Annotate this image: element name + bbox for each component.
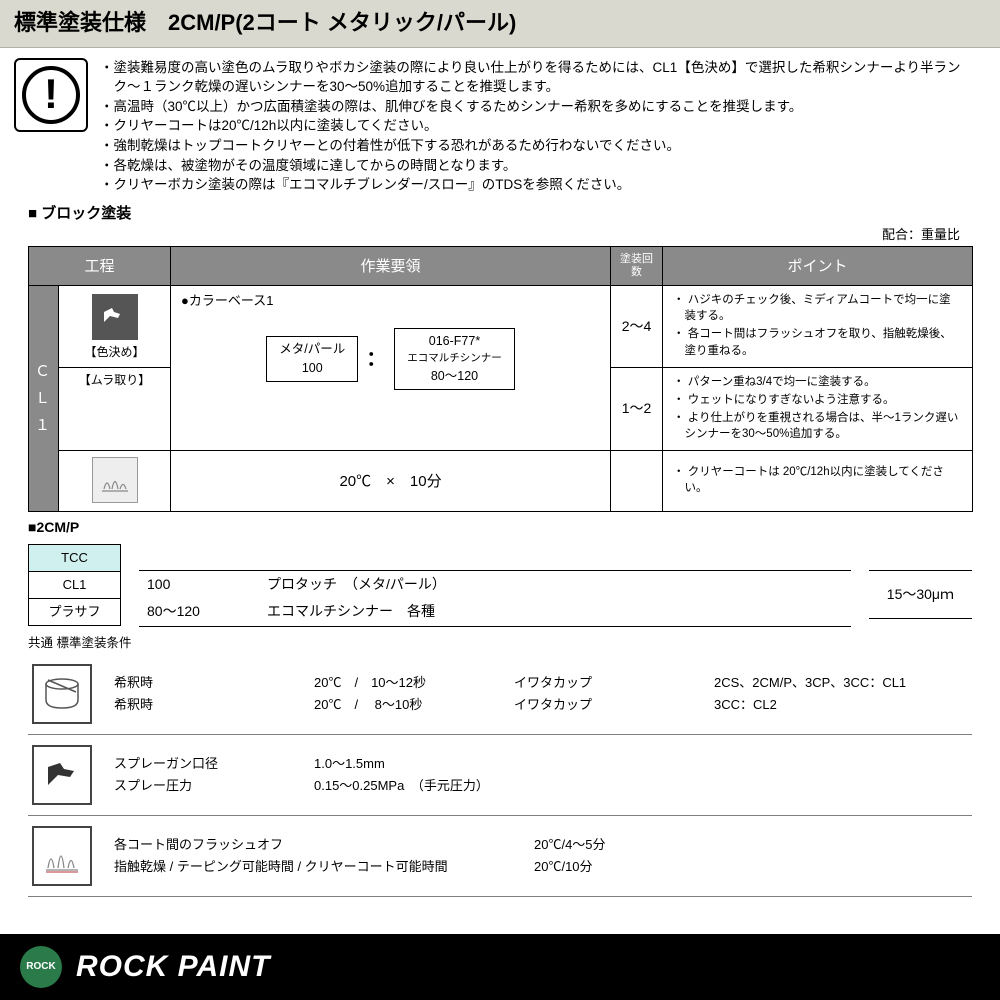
- film-thickness: 15〜30μｍ: [869, 570, 972, 620]
- conditions-heading: 共通 標準塗装条件: [0, 627, 1000, 655]
- condition-text: スプレーガン口径 1.0〜1.5mm スプレー圧力 0.15〜0.25MPa （…: [114, 753, 968, 797]
- point-item: ウェットになりすぎないよう注意する。: [673, 392, 962, 408]
- flash-off-icon: [32, 826, 92, 886]
- condition-viscosity: 希釈時 20℃ / 10〜12秒 イワタカップ 2CS、2CM/P、3CP、3C…: [28, 654, 972, 735]
- layer-description: 100 プロタッチ （メタ/パール） 80〜120 エコマルチシンナー 各種: [139, 570, 851, 627]
- layer-cl1: CL1: [29, 571, 121, 598]
- mix-label: エコマルチシンナー: [407, 351, 502, 367]
- cond-label: 各コート間のフラッシュオフ: [114, 834, 534, 856]
- page-title: 標準塗装仕様 2CM/P(2コート メタリック/パール): [14, 8, 986, 39]
- coat-count: 2〜4: [611, 286, 663, 367]
- th-point: ポイント: [663, 246, 973, 285]
- layer-tcc: TCC: [29, 544, 121, 571]
- notes-section: ! ・塗装難易度の高い塗色のムラ取りやボカシ塗装の際により良い仕上がりを得るため…: [0, 48, 1000, 201]
- title-bar: 標準塗装仕様 2CM/P(2コート メタリック/パール): [0, 0, 1000, 48]
- condition-text: 希釈時 20℃ / 10〜12秒 イワタカップ 2CS、2CM/P、3CP、3C…: [114, 672, 968, 716]
- condition-text: 各コート間のフラッシュオフ 20℃/4〜5分 指触乾燥 / テーピング可能時間 …: [114, 834, 968, 878]
- section-heading-2cmp: ■2CM/P: [0, 512, 1000, 538]
- cond-value: イワタカップ: [514, 694, 714, 716]
- notes-list: ・塗装難易度の高い塗色のムラ取りやボカシ塗装の際により良い仕上がりを得るためには…: [100, 58, 986, 195]
- condition-spray: スプレーガン口径 1.0〜1.5mm スプレー圧力 0.15〜0.25MPa （…: [28, 735, 972, 816]
- condition-flashoff: 各コート間のフラッシュオフ 20℃/4〜5分 指触乾燥 / テーピング可能時間 …: [28, 816, 972, 897]
- desc-product: エコマルチシンナー 各種: [267, 602, 843, 622]
- table-row: ＣＬ１ 【色決め】 ●カラーベース1 メタ/パール 100 ： 016-F77*…: [29, 286, 973, 367]
- work-title: ●カラーベース1: [181, 292, 600, 310]
- cond-label: スプレー圧力: [114, 775, 314, 797]
- section-heading-block: ■ ブロック塗装: [0, 201, 1000, 226]
- cond-value: 20℃ / 8〜10秒: [314, 694, 514, 716]
- th-count: 塗装回数: [611, 246, 663, 285]
- th-work: 作業要領: [171, 246, 611, 285]
- cond-label: 希釈時: [114, 672, 314, 694]
- layers-section: TCC CL1 プラサフ 100 プロタッチ （メタ/パール） 80〜120 エ…: [0, 538, 1000, 627]
- rock-logo-icon: ROCK: [20, 946, 62, 988]
- process-cell-mura: 【ムラ取り】: [59, 367, 171, 450]
- cl1-vertical-label: ＣＬ１: [29, 286, 59, 512]
- process-cell-drying: [59, 451, 171, 512]
- th-process: 工程: [29, 246, 171, 285]
- cond-label: 指触乾燥 / テーピング可能時間 / クリヤーコート可能時間: [114, 856, 534, 878]
- cond-value: 20℃ / 10〜12秒: [314, 672, 514, 694]
- point-item: ハジキのチェック後、ミディアムコートで均一に塗装する。: [673, 292, 962, 324]
- drying-icon: [92, 457, 138, 503]
- cond-value: 3CC：CL2: [714, 694, 968, 716]
- note-item: ・各乾燥は、被塗物がその温度領域に達してからの時間となります。: [100, 156, 986, 176]
- drying-condition: 20℃ × 10分: [171, 451, 611, 512]
- table-row: 20℃ × 10分 クリヤーコートは 20℃/12h以内に塗装してください。: [29, 451, 973, 512]
- note-item: ・クリヤーボカシ塗装の際は『エコマルチブレンダー/スロー』のTDSを参照ください…: [100, 175, 986, 195]
- mix-component-2: 016-F77* エコマルチシンナー 80〜120: [394, 328, 515, 389]
- desc-ratio: 100: [147, 575, 267, 595]
- point-cell: パターン重ね3/4で均一に塗装する。 ウェットになりすぎないよう注意する。 より…: [663, 367, 973, 450]
- footer: ROCK ROCK PAINT: [0, 934, 1000, 1000]
- process-label: 【色決め】: [63, 344, 166, 361]
- note-item: ・クリヤーコートは20℃/12h以内に塗装してください。: [100, 116, 986, 136]
- point-item: より仕上がりを重視される場合は、半〜1ランク遅いシンナーを30〜50%追加する。: [673, 410, 962, 442]
- cond-value: 20℃/10分: [534, 856, 593, 878]
- coating-layers-table: TCC CL1 プラサフ: [28, 544, 121, 627]
- cond-value: 1.0〜1.5mm: [314, 753, 385, 775]
- desc-ratio: 80〜120: [147, 602, 267, 622]
- point-item: クリヤーコートは 20℃/12h以内に塗装してください。: [673, 464, 962, 496]
- note-item: ・強制乾燥はトップコートクリヤーとの付着性が低下する恐れがあるため行わないでくだ…: [100, 136, 986, 156]
- point-item: パターン重ね3/4で均一に塗装する。: [673, 374, 962, 390]
- spray-gun-icon: [32, 745, 92, 805]
- process-table: 工程 作業要領 塗装回数 ポイント ＣＬ１ 【色決め】 ●カラーベース1 メタ/…: [28, 246, 973, 512]
- exclamation-icon: !: [22, 66, 80, 124]
- mix-code: 016-F77*: [407, 332, 502, 351]
- warning-icon: !: [14, 58, 88, 132]
- work-cell: ●カラーベース1 メタ/パール 100 ： 016-F77* エコマルチシンナー…: [171, 286, 611, 451]
- process-label: 【ムラ取り】: [63, 372, 166, 389]
- brand-name: ROCK PAINT: [76, 946, 270, 988]
- coat-count: 1〜2: [611, 367, 663, 450]
- mix-component-1: メタ/パール 100: [266, 336, 358, 382]
- point-cell: ハジキのチェック後、ミディアムコートで均一に塗装する。 各コート間はフラッシュオ…: [663, 286, 973, 367]
- point-cell: クリヤーコートは 20℃/12h以内に塗装してください。: [663, 451, 973, 512]
- ratio-colon: ：: [366, 345, 386, 373]
- ratio-label: 配合：重量比: [0, 226, 1000, 246]
- cond-label: 希釈時: [114, 694, 314, 716]
- mixing-ratio: メタ/パール 100 ： 016-F77* エコマルチシンナー 80〜120: [181, 328, 600, 389]
- process-cell-color: 【色決め】: [59, 286, 171, 367]
- note-item: ・塗装難易度の高い塗色のムラ取りやボカシ塗装の際により良い仕上がりを得るためには…: [100, 58, 986, 97]
- mix-value: 100: [279, 359, 345, 378]
- table-header-row: 工程 作業要領 塗装回数 ポイント: [29, 246, 973, 285]
- mix-label: メタ/パール: [279, 340, 345, 359]
- empty-cell: [611, 451, 663, 512]
- note-item: ・高温時（30℃以上）かつ広面積塗装の際は、肌伸びを良くするためシンナー希釈を多…: [100, 97, 986, 117]
- cond-value: 20℃/4〜5分: [534, 834, 606, 856]
- spray-gun-icon: [92, 294, 138, 340]
- cond-value: 0.15〜0.25MPa （手元圧力）: [314, 775, 489, 797]
- cond-value: イワタカップ: [514, 672, 714, 694]
- point-item: 各コート間はフラッシュオフを取り、指触乾燥後、塗り重ねる。: [673, 326, 962, 358]
- mix-value: 80〜120: [407, 367, 502, 386]
- layer-primer: プラサフ: [29, 599, 121, 626]
- cond-label: スプレーガン口径: [114, 753, 314, 775]
- viscosity-cup-icon: [32, 664, 92, 724]
- desc-product: プロタッチ （メタ/パール）: [267, 575, 843, 595]
- cond-value: 2CS、2CM/P、3CP、3CC：CL1: [714, 672, 968, 694]
